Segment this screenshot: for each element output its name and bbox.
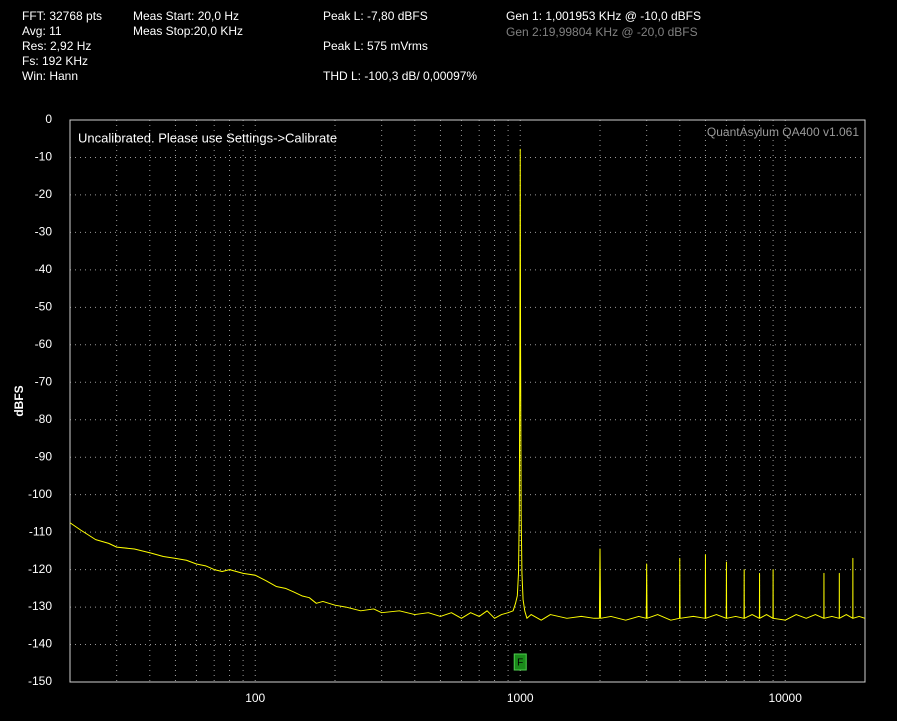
x-tick-label: 100 — [245, 691, 265, 705]
annotation: Uncalibrated. Please use Settings->Calib… — [78, 130, 337, 145]
marker-label: F — [517, 658, 523, 669]
info: Win: Hann — [22, 69, 78, 83]
y-tick-label: -70 — [35, 374, 53, 388]
y-tick-label: -130 — [28, 599, 52, 613]
info: Peak L: 575 mVrms — [323, 39, 428, 53]
marker — [513, 653, 527, 671]
watermark: QuantAsylum QA400 v1.061 — [707, 125, 859, 139]
x-tick-label: 10000 — [769, 691, 803, 705]
y-tick-label: -100 — [28, 487, 52, 501]
info: FFT: 32768 pts — [22, 9, 102, 23]
plot-frame — [69, 119, 866, 683]
spectrum-line — [69, 148, 866, 621]
y-tick-label: -60 — [35, 337, 53, 351]
y-tick-label: -90 — [35, 449, 53, 463]
y-tick-label: -40 — [35, 262, 53, 276]
x-tick-label: 1000 — [507, 691, 534, 705]
info: Res: 2,92 Hz — [22, 39, 91, 53]
y-tick-label: -20 — [35, 187, 53, 201]
info: THD L: -100,3 dB/ 0,00097% — [323, 69, 477, 83]
y-tick-label: -120 — [28, 562, 52, 576]
y-tick-label: -30 — [35, 225, 53, 239]
y-tick-label: -50 — [35, 300, 53, 314]
y-tick-label: -10 — [35, 150, 53, 164]
y-tick-label: 0 — [45, 112, 52, 126]
info: Gen 1: 1,001953 KHz @ -10,0 dBFS — [506, 9, 701, 23]
info: Peak L: -7,80 dBFS — [323, 9, 428, 23]
info: Meas Stop:20,0 KHz — [133, 24, 243, 38]
info: Meas Start: 20,0 Hz — [133, 9, 239, 23]
y-tick-label: -80 — [35, 412, 53, 426]
header: FFT: 32768 pts Avg: 11 Res: 2,92 Hz Fs: … — [22, 9, 701, 83]
y-tick-label: -140 — [28, 637, 52, 651]
info: Fs: 192 KHz — [22, 54, 88, 68]
info: Avg: 11 — [22, 24, 62, 38]
y-tick-label: -110 — [29, 524, 52, 538]
info: Gen 2:19,99804 KHz @ -20,0 dBFS — [506, 25, 698, 39]
y-axis-label: dBFS — [12, 385, 26, 416]
y-tick-label: -150 — [28, 674, 52, 688]
